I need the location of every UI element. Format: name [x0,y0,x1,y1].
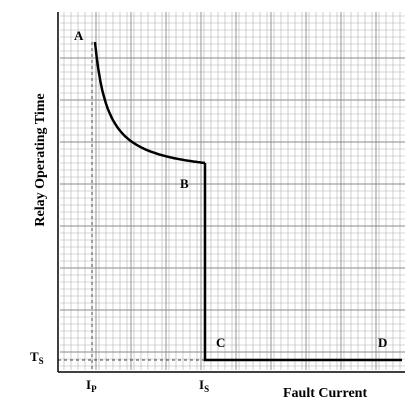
x-axis-title: Fault Current [283,386,367,401]
x-tick-is-sub: S [204,384,209,394]
y-tick-ts-sub: S [39,356,44,366]
x-tick-ip: IP [86,377,97,394]
point-label-b: B [180,176,189,191]
x-tick-is-base: I [199,377,204,392]
point-label-d: D [378,335,387,350]
y-tick-ts-base: T [30,349,39,364]
instantaneous-step-line [203,163,402,362]
point-label-a: A [74,28,84,43]
y-tick-ts: TS [30,349,44,366]
x-tick-ip-base: I [86,377,91,392]
background-grid [60,12,405,370]
inverse-time-curve [93,41,206,165]
y-axis-title: Relay Operating Time [33,93,48,226]
point-label-c: C [216,335,225,350]
x-tick-ip-sub: P [91,384,97,394]
x-tick-is: IS [199,377,209,394]
